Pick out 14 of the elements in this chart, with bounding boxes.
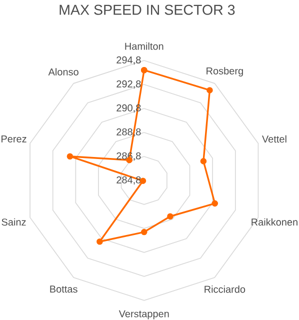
spoke-label: Hamilton: [125, 42, 164, 50]
y-tick-label: 294,8: [116, 56, 141, 65]
spoke-label: Raikkonen: [252, 218, 298, 226]
y-tick-label: 292,8: [116, 80, 141, 89]
spoke-label: Perez: [2, 135, 26, 142]
y-tick-label: 284,8: [116, 176, 141, 185]
spoke-label: Alonso: [48, 68, 78, 76]
chart-title: MAX SPEED IN SECTOR 3: [60, 4, 235, 15]
spoke-label: Verstappen: [118, 310, 169, 320]
spoke-label: Bottas: [50, 286, 78, 293]
spoke-label: Vettel: [262, 135, 286, 143]
spoke-label: Ricciardo: [204, 285, 246, 293]
spoke-label: Rosberg: [206, 67, 244, 76]
spoke-label: Sainz: [2, 218, 26, 226]
